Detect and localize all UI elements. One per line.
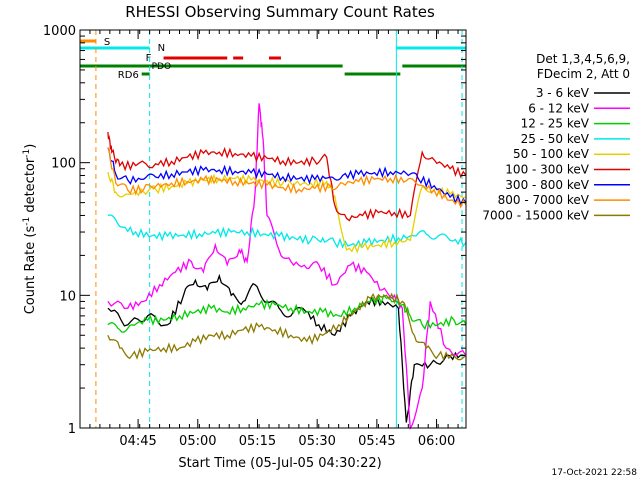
y-axis-label-main: Count Rate (s [23, 226, 38, 315]
legend-label: 6 - 12 keV [528, 101, 590, 115]
series-line [107, 171, 467, 254]
x-tick-label: 06:00 [418, 434, 455, 449]
series-line [107, 147, 467, 206]
series-line [107, 273, 467, 423]
y-axis-label-sup2: -1 [22, 149, 32, 158]
state-label-night: N [158, 43, 165, 54]
x-tick-label: 05:00 [179, 434, 216, 449]
legend-header-2: FDecim 2, Att 0 [537, 67, 630, 81]
x-tick-label: 05:45 [358, 434, 395, 449]
y-tick-label: 10 [59, 289, 76, 304]
x-axis: 04:45 05:00 05:15 05:30 05:45 06:00 [79, 30, 459, 449]
attenuator-markers [95, 30, 463, 428]
y-axis-label: Count Rate (s-1 detector-1) [22, 144, 38, 315]
state-label-saa: S [104, 37, 110, 48]
legend-header-1: Det 1,3,4,5,6,9, [536, 52, 630, 66]
y-tick-label: 100 [51, 157, 76, 172]
series-line [107, 103, 467, 431]
y-axis-label-tail: detector [23, 157, 38, 217]
legend-label: 100 - 300 keV [505, 163, 589, 177]
legend-label: 3 - 6 keV [536, 86, 590, 100]
series-group [107, 103, 467, 431]
state-label-pdo: PDO [152, 62, 171, 72]
state-label-flare: F [146, 53, 152, 64]
state-bars: S NF RD6 PDO [80, 37, 466, 81]
series-line [107, 132, 467, 222]
x-tick-label: 04:45 [119, 434, 156, 449]
x-tick-label: 05:30 [298, 434, 335, 449]
legend-label: 50 - 100 keV [513, 147, 590, 161]
legend-label: 800 - 7000 keV [498, 193, 590, 207]
y-axis: 1 10 100 1000 [43, 24, 466, 437]
series-line [107, 214, 467, 249]
x-tick-label: 05:15 [239, 434, 276, 449]
state-label-rd6: RD6 [118, 70, 139, 81]
y-tick-label: 1 [68, 422, 76, 437]
legend-label: 12 - 25 keV [521, 117, 590, 131]
y-tick-label: 1000 [43, 24, 76, 39]
legend-label: 300 - 800 keV [505, 178, 589, 192]
legend: Det 1,3,4,5,6,9, FDecim 2, Att 0 3 - 6 k… [482, 52, 630, 222]
y-axis-label-sup: -1 [22, 217, 32, 226]
series-line [107, 147, 467, 209]
series-line [107, 292, 467, 362]
legend-label: 25 - 50 keV [521, 132, 590, 146]
x-axis-label: Start Time (05-Jul-05 04:30:22) [178, 456, 381, 471]
plot-frame [79, 29, 467, 429]
series-line [107, 293, 467, 333]
chart-title: RHESSI Observing Summary Count Rates [125, 3, 435, 21]
y-axis-label-end: ) [23, 144, 38, 149]
footer-date: 17-Oct-2021 22:58 [552, 468, 638, 478]
legend-label: 7000 - 15000 keV [482, 208, 589, 222]
